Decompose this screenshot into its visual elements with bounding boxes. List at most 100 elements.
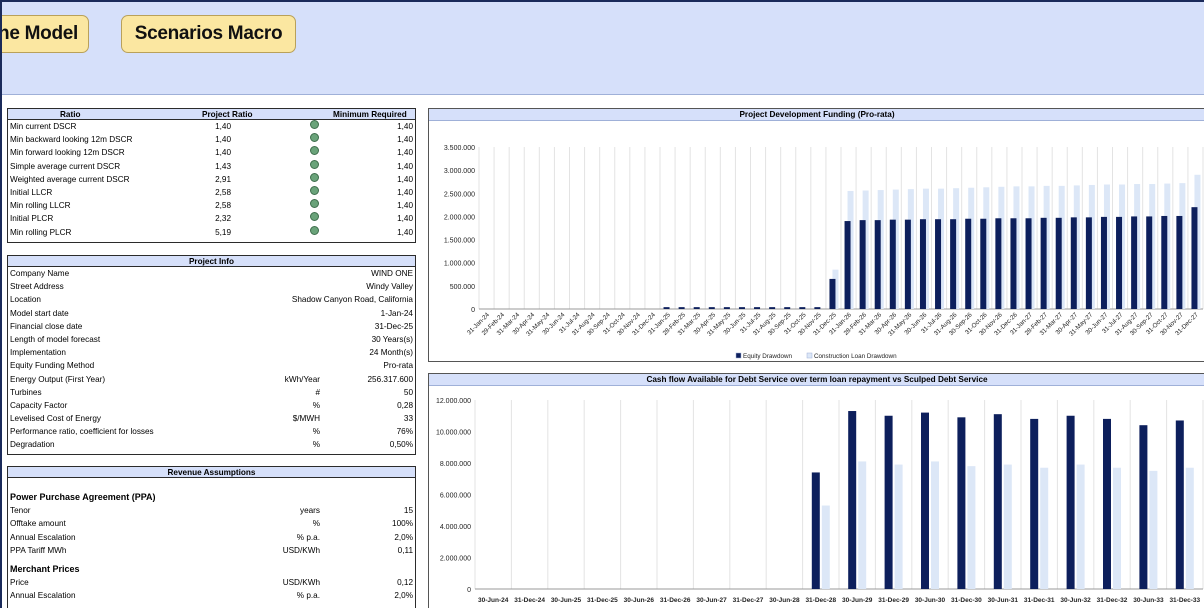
bar-series-1[interactable] (1100, 216, 1107, 309)
assumption-value[interactable]: WIND ONE (371, 269, 413, 278)
run-model-button[interactable]: the Model (2, 15, 89, 53)
assumption-value[interactable]: 24 Month(s) (369, 348, 413, 358)
bar-series-2[interactable] (821, 505, 830, 589)
bar-series-1[interactable] (738, 307, 745, 309)
bar-series-1[interactable] (993, 414, 1002, 589)
bar-series-1[interactable] (848, 411, 857, 589)
assumption-value[interactable]: 76% (396, 427, 413, 437)
bar-series-1[interactable] (1040, 217, 1047, 309)
assumption-value[interactable]: 15 (403, 506, 413, 516)
bar-series-2[interactable] (858, 461, 867, 589)
bar-series-1[interactable] (723, 307, 730, 309)
bar-series-2[interactable] (1164, 183, 1171, 309)
bar-series-2[interactable] (1003, 464, 1012, 589)
bar-series-1[interactable] (754, 307, 761, 309)
bar-series-1[interactable] (1055, 217, 1062, 309)
assumption-value[interactable]: 0,11 (397, 545, 413, 555)
bar-series-1[interactable] (708, 307, 715, 309)
bar-series-1[interactable] (919, 219, 926, 309)
assumption-row: Performance ratio, coefficient for losse… (8, 425, 415, 438)
bar-series-1[interactable] (1025, 218, 1032, 309)
bar-series-1[interactable] (874, 220, 881, 309)
bar-series-1[interactable] (1139, 425, 1148, 589)
status-dot-icon (310, 172, 319, 182)
bar-series-2[interactable] (1185, 467, 1194, 589)
bar-series-2[interactable] (922, 188, 929, 309)
assumption-row: PPA Tariff MWh USD/KWh 0,11 (8, 544, 415, 557)
bar-series-2[interactable] (894, 464, 903, 589)
assumption-value[interactable]: 31-Dec-25 (374, 321, 413, 331)
assumption-value[interactable]: 30 Years(s) (371, 334, 413, 344)
bar-series-1[interactable] (784, 307, 791, 309)
bar-series-1[interactable] (829, 278, 836, 309)
bar-series-1[interactable] (1066, 415, 1075, 589)
assumption-label: Turbines (10, 387, 42, 397)
y-tick-label: 0 (471, 307, 475, 314)
bar-series-1[interactable] (799, 307, 806, 309)
status-dot-icon (310, 185, 319, 195)
bar-series-1[interactable] (957, 417, 966, 589)
bar-series-1[interactable] (884, 415, 893, 589)
assumption-value[interactable]: 0,28 (397, 400, 413, 410)
x-tick-label: 31-Dec-24 (514, 597, 545, 604)
bar-series-2[interactable] (832, 269, 839, 309)
assumption-value[interactable]: Windy Valley (366, 282, 413, 292)
assumption-value[interactable]: 50 (403, 387, 413, 397)
bar-series-2[interactable] (1040, 467, 1049, 589)
bar-series-1[interactable] (1103, 418, 1111, 589)
scenarios-macro-button[interactable]: Scenarios Macro (121, 15, 296, 53)
assumption-value[interactable]: 256.317.600 (367, 374, 413, 384)
project-ratio-value: 2,58 (215, 187, 231, 197)
bar-series-2[interactable] (877, 190, 884, 309)
bar-series-1[interactable] (980, 218, 987, 309)
bar-series-2[interactable] (1119, 184, 1126, 309)
bar-series-1[interactable] (859, 220, 866, 309)
bar-series-1[interactable] (1010, 218, 1017, 309)
bar-series-1[interactable] (889, 219, 896, 309)
development-funding-chart[interactable]: Project Development Funding (Pro-rata) 3… (428, 108, 1204, 362)
assumption-value[interactable]: 2,0% (394, 591, 413, 601)
bar-series-1[interactable] (950, 219, 957, 309)
bar-series-2[interactable] (1076, 464, 1085, 589)
assumption-value[interactable]: Shadow Canyon Road, California (291, 295, 413, 305)
bar-series-1[interactable] (995, 218, 1002, 309)
bar-series-2[interactable] (1028, 186, 1035, 309)
bar-series-2[interactable] (1149, 470, 1158, 589)
assumption-value[interactable]: 100% (392, 519, 413, 529)
bar-series-1[interactable] (769, 307, 776, 309)
bar-series-1[interactable] (678, 307, 685, 309)
bar-series-1[interactable] (814, 307, 821, 309)
bar-series-1[interactable] (1175, 420, 1184, 589)
assumption-value[interactable]: 0,12 (397, 578, 413, 588)
bar-series-1[interactable] (663, 307, 670, 309)
bar-series-1[interactable] (1085, 217, 1092, 309)
minimum-required-value: 1,40 (397, 161, 413, 171)
bar-series-2[interactable] (967, 466, 976, 589)
bar-series-2[interactable] (1113, 467, 1121, 589)
bar-series-1[interactable] (1030, 418, 1039, 589)
assumption-value[interactable]: 33 (403, 414, 413, 424)
bar-series-1[interactable] (1131, 216, 1138, 309)
bar-series-2[interactable] (1073, 185, 1080, 309)
bar-series-1[interactable] (1070, 217, 1077, 309)
assumption-value[interactable]: 2,0% (394, 532, 413, 542)
assumption-value[interactable]: Pro-rata (383, 361, 413, 371)
assumption-value[interactable]: 0,50% (389, 440, 413, 450)
assumption-value[interactable]: 1-Jan-24 (380, 308, 413, 318)
bar-series-1[interactable] (1176, 215, 1183, 309)
bar-series-1[interactable] (811, 472, 820, 589)
y-tick-label: 4.000.000 (440, 524, 471, 531)
bar-series-1[interactable] (904, 219, 911, 309)
bar-series-1[interactable] (1161, 215, 1168, 309)
x-tick-label: 31-Dec-30 (951, 597, 982, 604)
bar-series-2[interactable] (931, 461, 939, 589)
bar-series-1[interactable] (1146, 216, 1153, 309)
bar-series-1[interactable] (693, 307, 700, 309)
bar-series-1[interactable] (1191, 207, 1198, 309)
bar-series-1[interactable] (844, 221, 851, 309)
bar-series-1[interactable] (921, 412, 929, 589)
bar-series-1[interactable] (965, 218, 972, 309)
bar-series-1[interactable] (935, 219, 942, 309)
cfads-vs-debt-service-chart[interactable]: Cash flow Available for Debt Service ove… (428, 373, 1204, 608)
bar-series-1[interactable] (1116, 216, 1123, 309)
